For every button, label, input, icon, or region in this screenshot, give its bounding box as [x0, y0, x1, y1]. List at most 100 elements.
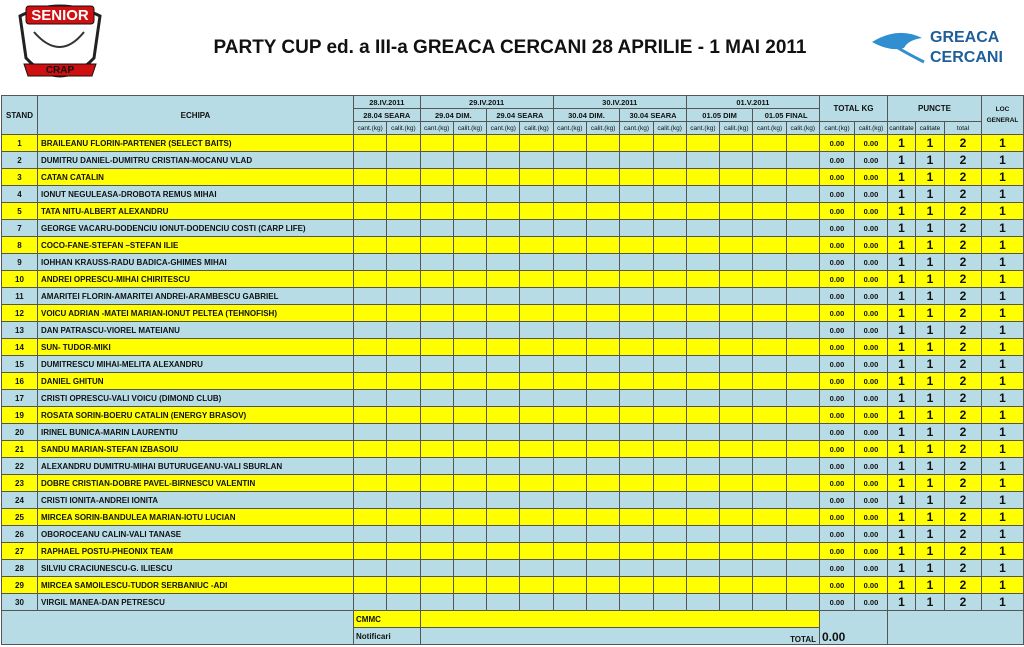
empty-cell: [552, 219, 587, 237]
table-row: 28 SILVIU CRACIUNESCU-G. ILIESCU 0.00 0.00 1…: [1, 559, 1024, 577]
empty-cell: [719, 151, 754, 169]
header-date: 28.IV.2011: [353, 95, 421, 109]
empty-cell: [386, 185, 421, 203]
table-row: 21 SANDU MARIAN-STEFAN IZBASOIU 0.00 0.00 1 1…: [1, 440, 1024, 458]
empty-cell: [619, 593, 654, 611]
header-cell: TOTAL KG: [818, 95, 888, 122]
empty-cell: [585, 321, 621, 339]
kg-cell: 0.00: [818, 474, 855, 492]
team-cell: VOICU ADRIAN -MATEI MARIAN-IONUT PELTEA …: [37, 304, 354, 322]
stand-cell: 30: [1, 593, 38, 611]
points-cell: 1: [914, 134, 945, 152]
points-cell: 1: [886, 440, 916, 458]
empty-cell: [552, 474, 587, 492]
stand-cell: 21: [1, 440, 38, 458]
empty-cell: [519, 457, 554, 475]
table-row: 20 IRINEL BUNICA-MARIN LAURENTIU 0.00 0.00 1…: [1, 423, 1024, 441]
header-session: 30.04 SEARA: [619, 108, 687, 122]
empty-cell: [386, 576, 421, 594]
empty-cell: [619, 287, 654, 305]
empty-cell: [519, 236, 554, 254]
points-cell: 2: [943, 423, 982, 441]
empty-cell: [685, 542, 721, 560]
kg-cell: 0.00: [853, 576, 888, 594]
empty-cell: [785, 270, 820, 288]
kg-cell: 0.00: [853, 236, 888, 254]
empty-cell: [585, 304, 621, 322]
points-cell: 2: [943, 474, 982, 492]
points-cell: 1: [886, 134, 916, 152]
kg-cell: 0.00: [853, 491, 888, 509]
empty-cell: [452, 559, 488, 577]
empty-cell: [519, 134, 554, 152]
empty-cell: [652, 355, 687, 373]
header-session: 01.05 DIM: [685, 108, 754, 122]
empty-cell: [352, 372, 388, 390]
kg-cell: 0.00: [818, 525, 855, 543]
rank-cell: 1: [980, 508, 1024, 526]
empty-cell: [519, 219, 554, 237]
team-cell: TATA NITU-ALBERT ALEXANDRU: [37, 202, 354, 220]
empty-cell: [419, 542, 454, 560]
points-cell: 1: [914, 253, 945, 271]
points-cell: 2: [943, 559, 982, 577]
points-cell: 1: [886, 457, 916, 475]
empty-cell: [585, 508, 621, 526]
empty-cell: [452, 219, 488, 237]
empty-cell: [519, 168, 554, 186]
empty-cell: [619, 457, 654, 475]
empty-cell: [752, 593, 787, 611]
kg-cell: 0.00: [818, 389, 855, 407]
empty-cell: [486, 440, 521, 458]
points-cell: 1: [886, 219, 916, 237]
kg-cell: 0.00: [853, 270, 888, 288]
points-cell: 1: [886, 491, 916, 509]
points-cell: 1: [886, 406, 916, 424]
empty-cell: [752, 304, 787, 322]
empty-cell: [619, 134, 654, 152]
header-sub: calit.(kg): [785, 121, 820, 135]
empty-cell: [552, 372, 587, 390]
team-cell: VIRGIL MANEA-DAN PETRESCU: [37, 593, 354, 611]
empty-cell: [519, 270, 554, 288]
empty-cell: [752, 406, 787, 424]
points-cell: 2: [943, 202, 982, 220]
empty-cell: [619, 236, 654, 254]
empty-cell: [585, 406, 621, 424]
kg-cell: 0.00: [818, 423, 855, 441]
stand-cell: 20: [1, 423, 38, 441]
kg-cell: 0.00: [818, 151, 855, 169]
empty-cell: [486, 542, 521, 560]
empty-cell: [519, 542, 554, 560]
empty-cell: [452, 372, 488, 390]
empty-cell: [419, 236, 454, 254]
empty-cell: [386, 457, 421, 475]
header-sub: cant.(kg): [818, 121, 855, 135]
kg-cell: 0.00: [853, 219, 888, 237]
empty-cell: [386, 270, 421, 288]
kg-cell: 0.00: [818, 406, 855, 424]
empty-cell: [719, 474, 754, 492]
empty-cell: [785, 219, 820, 237]
header-cell: ECHIPA: [37, 95, 354, 135]
empty-cell: [552, 406, 587, 424]
empty-cell: [785, 491, 820, 509]
rank-cell: 1: [980, 389, 1024, 407]
header-session: 29.04 DIM.: [419, 108, 488, 122]
empty-cell: [585, 593, 621, 611]
points-cell: 1: [914, 270, 945, 288]
empty-cell: [785, 525, 820, 543]
empty-cell: [785, 321, 820, 339]
logo-fish: [872, 32, 922, 50]
empty-cell: [619, 576, 654, 594]
empty-cell: [585, 134, 621, 152]
points-cell: 1: [914, 491, 945, 509]
points-cell: 1: [886, 236, 916, 254]
table-row: 15 DUMITRESCU MIHAI-MELITA ALEXANDRU 0.00 0…: [1, 355, 1024, 373]
kg-cell: 0.00: [818, 321, 855, 339]
empty-cell: [352, 321, 388, 339]
points-cell: 1: [914, 355, 945, 373]
header-sub: cant.(kg): [486, 121, 521, 135]
footer-label: TOTAL: [419, 627, 820, 645]
empty-cell: [486, 525, 521, 543]
